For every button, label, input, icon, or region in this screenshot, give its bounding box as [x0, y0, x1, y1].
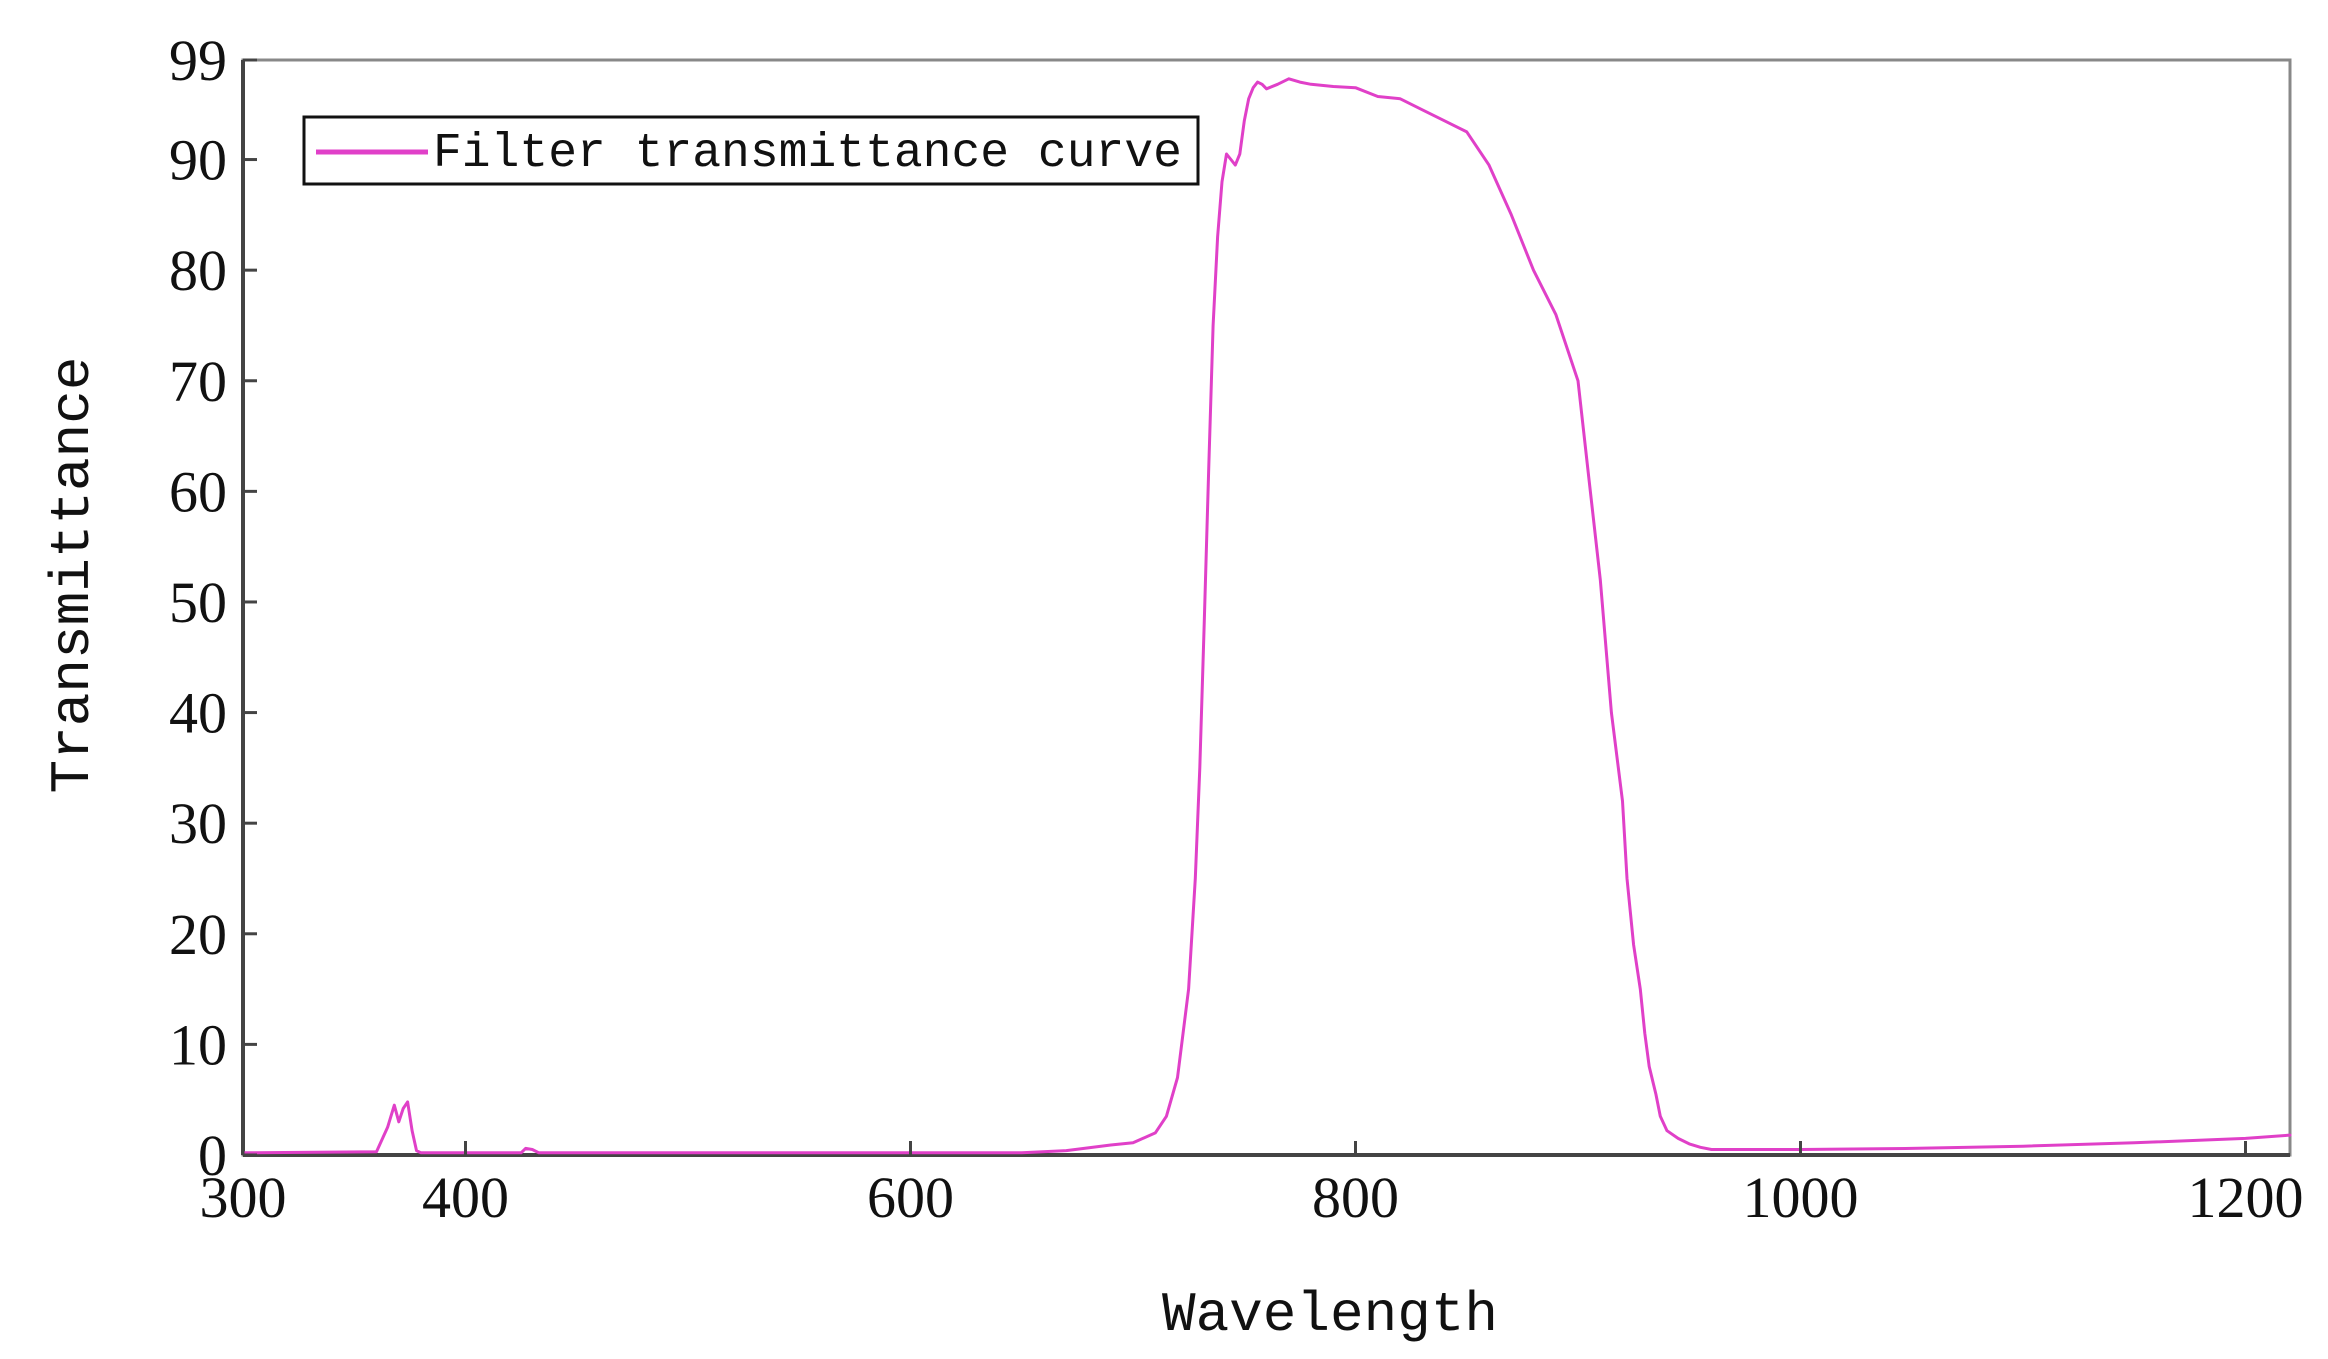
y-tick-label: 30	[169, 791, 227, 856]
x-tick-label: 1000	[1743, 1165, 1859, 1230]
ticks-layer: 0 10 20 30 40 50 60 70 80 90 99 300 400 600 800 1000 120…	[169, 28, 2304, 1230]
x-tick-label: 400	[422, 1165, 509, 1230]
y-tick-label: 10	[169, 1012, 227, 1077]
series-layer	[241, 77, 2292, 1155]
x-tick-label: 600	[867, 1165, 954, 1230]
legend-label: Filter transmittance curve	[433, 127, 1182, 181]
y-tick-label: 60	[169, 459, 227, 524]
axes-layer	[241, 58, 2292, 1157]
x-tick-label: 1200	[2188, 1165, 2304, 1230]
y-tick-label: 40	[169, 681, 227, 746]
y-tick-label: 50	[169, 570, 227, 635]
y-tick-label: 80	[169, 238, 227, 303]
y-tick-label: 99	[169, 28, 227, 93]
legend: Filter transmittance curve	[302, 115, 1200, 186]
x-axis-title: Wavelength	[1162, 1283, 1498, 1347]
y-tick-label: 0	[198, 1123, 227, 1188]
x-tick-label: 800	[1312, 1165, 1399, 1230]
y-tick-label: 70	[169, 349, 227, 414]
x-tick-label: 300	[200, 1165, 287, 1230]
y-tick-label: 20	[169, 902, 227, 967]
series-line-0	[241, 77, 2292, 1155]
y-tick-label: 90	[169, 128, 227, 193]
y-axis-title: Transmittance	[41, 357, 105, 794]
legend-box	[302, 115, 1200, 186]
